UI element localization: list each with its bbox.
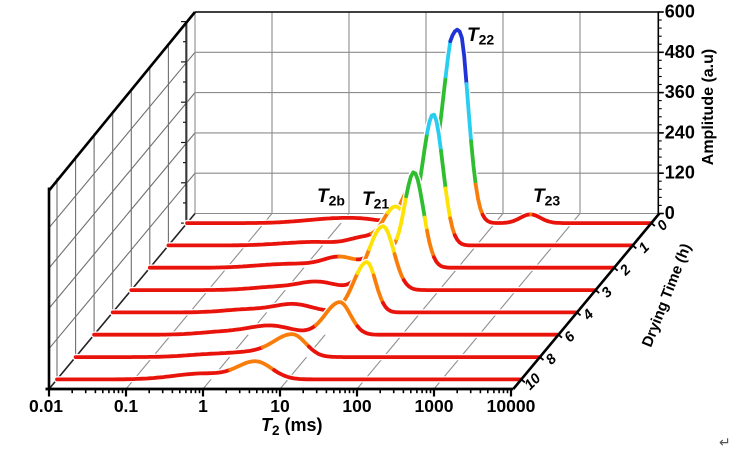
svg-text:T2b: T2b <box>317 186 345 209</box>
svg-text:0: 0 <box>665 203 675 223</box>
svg-text:0.1: 0.1 <box>114 396 139 416</box>
svg-text:0.01: 0.01 <box>29 396 63 416</box>
svg-text:10000: 10000 <box>487 396 536 416</box>
svg-text:T22: T22 <box>467 25 494 48</box>
svg-text:360: 360 <box>665 82 695 102</box>
svg-text:1: 1 <box>198 396 208 416</box>
svg-text:1000: 1000 <box>415 396 454 416</box>
svg-text:T21: T21 <box>362 189 389 212</box>
svg-text:480: 480 <box>665 42 695 62</box>
svg-text:T23: T23 <box>533 186 560 209</box>
svg-text:T2 (ms): T2 (ms) <box>261 415 323 438</box>
svg-text:10: 10 <box>270 396 290 416</box>
svg-text:100: 100 <box>342 396 371 416</box>
svg-text:120: 120 <box>665 163 695 183</box>
svg-text:↵: ↵ <box>719 434 731 450</box>
svg-text:240: 240 <box>665 122 695 142</box>
svg-text:600: 600 <box>665 2 695 22</box>
svg-text:Amplitude (a.u): Amplitude (a.u) <box>700 49 717 165</box>
